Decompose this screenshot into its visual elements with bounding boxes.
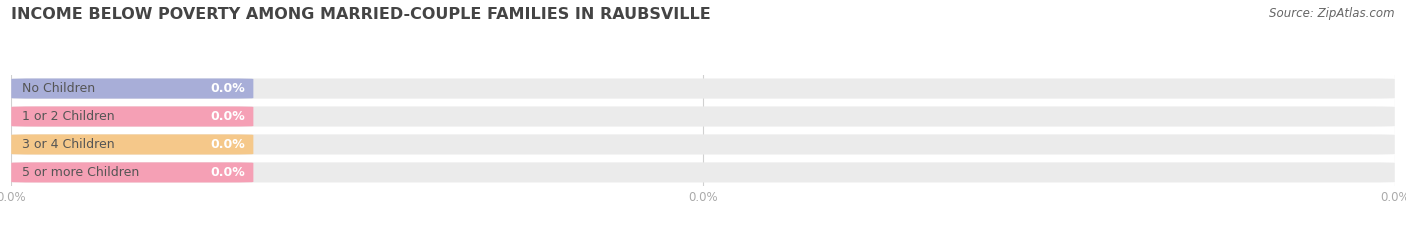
Text: 0.0%: 0.0% [211,138,245,151]
Text: INCOME BELOW POVERTY AMONG MARRIED-COUPLE FAMILIES IN RAUBSVILLE: INCOME BELOW POVERTY AMONG MARRIED-COUPL… [11,7,711,22]
FancyBboxPatch shape [11,106,1395,127]
Text: 0.0%: 0.0% [211,110,245,123]
Text: 3 or 4 Children: 3 or 4 Children [22,138,115,151]
FancyBboxPatch shape [11,162,1395,182]
FancyBboxPatch shape [11,79,1395,99]
Text: No Children: No Children [22,82,96,95]
FancyBboxPatch shape [11,79,253,99]
FancyBboxPatch shape [11,134,253,154]
Text: 0.0%: 0.0% [211,82,245,95]
Text: Source: ZipAtlas.com: Source: ZipAtlas.com [1270,7,1395,20]
FancyBboxPatch shape [11,134,1395,154]
Text: 0.0%: 0.0% [211,166,245,179]
Text: 1 or 2 Children: 1 or 2 Children [22,110,115,123]
FancyBboxPatch shape [11,162,253,182]
FancyBboxPatch shape [11,106,253,127]
Text: 5 or more Children: 5 or more Children [22,166,139,179]
